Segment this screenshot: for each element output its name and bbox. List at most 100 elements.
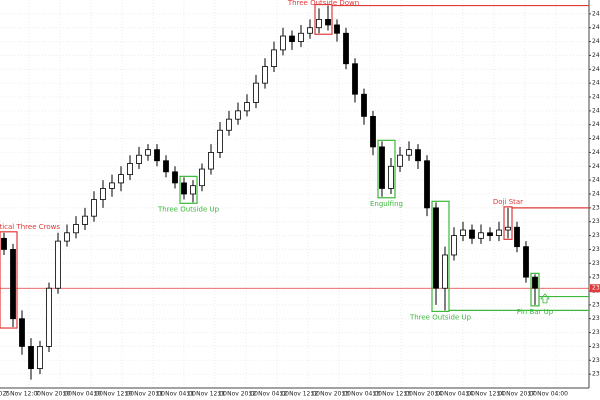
candle-body — [343, 32, 349, 65]
candle-body — [91, 199, 97, 217]
candle-body — [298, 32, 304, 42]
y-tick-label: 2340 — [592, 357, 600, 364]
candle-body — [532, 276, 538, 289]
x-tick-label: 14 Nov 20:00 — [497, 391, 538, 398]
candle-body — [154, 149, 160, 162]
y-tick-label: 2405 — [592, 177, 600, 184]
y-tick-label: 2435 — [592, 94, 600, 101]
y-tick-label: 2355 — [592, 315, 600, 322]
x-tick-label: 12 Nov 20:00 — [311, 391, 352, 398]
candle-body — [262, 66, 268, 84]
candle-body — [433, 207, 439, 289]
candle-body — [289, 35, 295, 42]
bid-label-box — [590, 284, 600, 293]
x-tick-label: 13 Nov 04:00 — [342, 391, 383, 398]
candle-body — [19, 318, 25, 347]
candle-body — [451, 235, 457, 256]
candle-body — [73, 224, 79, 234]
x-tick-label: 17 Nov 04:00 — [528, 391, 569, 398]
candle-body — [424, 160, 430, 209]
x-tick-label: 7 Nov 20:00 — [35, 391, 72, 398]
x-tick-label: 7 Nov 12:00 — [4, 391, 41, 398]
candle-body — [28, 346, 34, 369]
x-tick-label: 13 Nov 12:00 — [373, 391, 414, 398]
candle-body — [523, 246, 529, 278]
y-tick-label: 2460 — [592, 24, 600, 31]
y-tick-label: 2385 — [592, 232, 600, 239]
y-tick-label: 2455 — [592, 38, 600, 45]
x-tick-label: 14 Nov 12:00 — [466, 391, 507, 398]
x-tick-label: 11 Nov 12:00 — [187, 391, 228, 398]
pattern-box — [314, 3, 333, 35]
pattern-box — [179, 175, 198, 204]
y-tick-label: 2380 — [592, 246, 600, 253]
candle-body — [190, 185, 196, 195]
candle-body — [235, 110, 241, 120]
y-tick-label: 2420 — [592, 135, 600, 142]
y-tick-label: 2415 — [592, 149, 600, 156]
y-tick-label: 2465 — [592, 10, 600, 17]
pattern-label: Identical Three Crows — [0, 223, 60, 231]
candle-body — [46, 287, 52, 347]
candle-body — [460, 229, 466, 236]
candle-body — [271, 49, 277, 67]
candle-body — [415, 149, 421, 162]
candle-body — [127, 163, 133, 175]
y-tick-label: 2440 — [592, 80, 600, 87]
x-tick-label: 10 Nov 12:00 — [94, 391, 135, 398]
y-tick-label: 2375 — [592, 260, 600, 267]
candle-body — [316, 18, 322, 29]
candle-body — [145, 149, 151, 156]
pattern-label: Doji Star — [493, 198, 523, 206]
candle-body — [217, 129, 223, 153]
y-tick-label: 2425 — [592, 121, 600, 128]
pattern-box — [431, 200, 450, 313]
y-tick-label: 2445 — [592, 66, 600, 73]
candle-body — [388, 165, 394, 189]
pattern-box — [503, 206, 513, 240]
bid-label: 2366 — [592, 285, 600, 292]
x-tick-label: 11 Nov 04:00 — [156, 391, 197, 398]
candle-body — [370, 116, 376, 148]
y-tick-label: 2400 — [592, 191, 600, 198]
x-tick-label: 12 Nov 04:00 — [249, 391, 290, 398]
candle-body — [64, 232, 70, 242]
y-tick-label: 2360 — [592, 301, 600, 308]
candle-body — [496, 229, 502, 236]
candle-body — [10, 249, 16, 320]
candle-body — [100, 188, 106, 200]
candle-body — [307, 27, 313, 34]
candle-body — [334, 24, 340, 34]
candle-body — [136, 154, 142, 164]
candle-body — [163, 160, 169, 173]
candle-body — [280, 35, 286, 51]
pattern-box — [530, 272, 540, 307]
candle-body — [325, 18, 331, 26]
pattern-label: Pin Bar Up — [517, 308, 554, 316]
candle-body — [37, 346, 43, 369]
candle-body — [118, 174, 124, 184]
pin-arrow — [540, 293, 550, 304]
y-tick-label: 2410 — [592, 163, 600, 170]
candle-body — [352, 63, 358, 95]
x-tick-label: 14 Nov 04:00 — [435, 391, 476, 398]
y-tick-label: 2335 — [592, 371, 600, 378]
candle-body — [379, 146, 385, 189]
candle-body — [469, 229, 475, 239]
pattern-label: Three Outside Down — [287, 0, 359, 7]
y-tick-label: 2430 — [592, 107, 600, 114]
y-tick-label: 2395 — [592, 204, 600, 211]
candle-body — [406, 149, 412, 156]
x-tick-label: 10 Nov 04:00 — [63, 391, 104, 398]
x-tick-label: 12 Nov 12:00 — [280, 391, 321, 398]
x-tick-label: 11 Nov 20:00 — [218, 391, 259, 398]
candle-body — [244, 102, 250, 112]
candle-body — [1, 237, 7, 250]
candle-body — [514, 226, 520, 248]
pattern-label: Three Outside Up — [157, 205, 220, 213]
candle-body — [442, 254, 448, 289]
candle-body — [55, 240, 61, 289]
candle-body — [82, 215, 88, 225]
candle-body — [253, 82, 259, 103]
